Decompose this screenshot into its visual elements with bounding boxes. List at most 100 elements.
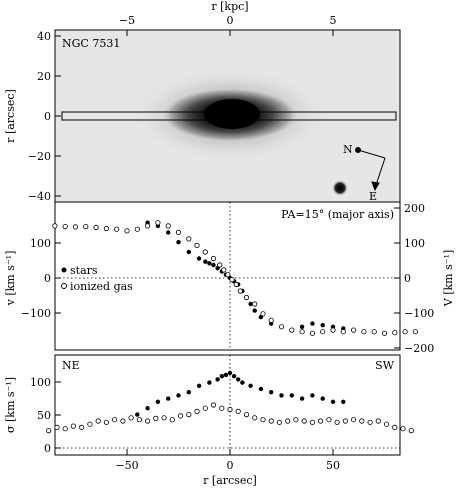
velocity-gas-point <box>52 223 58 229</box>
velocity-gas-point <box>194 242 200 248</box>
dispersion-ne-label: NE <box>62 359 80 372</box>
image-y-ticks <box>55 35 61 197</box>
dispersion-star-point <box>279 393 284 398</box>
dispersion-panel-frame <box>54 354 401 456</box>
image-panel-title: NGC 7531 <box>62 37 120 50</box>
velocity-gas-point <box>252 301 258 307</box>
dispersion-gas-point <box>309 419 315 425</box>
velocity-gas-point <box>175 229 182 235</box>
dispersion-star-point <box>166 396 171 401</box>
galaxy-core <box>204 99 260 129</box>
dispersion-y-axis-label: σ [km s⁻¹] <box>4 377 17 433</box>
dispersion-star-point <box>341 399 346 404</box>
velocity-gas-point <box>412 329 418 335</box>
velocity-annotation: PA=15° (major axis) <box>281 208 394 221</box>
image-y-tick-label: 0 <box>44 110 51 123</box>
velocity-gas-point <box>278 324 285 330</box>
velocity-gas-point <box>221 267 227 273</box>
dispersion-star-point <box>215 377 220 382</box>
dispersion-star-point <box>186 390 191 395</box>
dispersion-gas-point <box>367 419 373 425</box>
bottom-tick-label: 50 <box>326 459 340 472</box>
top-axis-ticks <box>126 30 334 36</box>
dispersion-gas-point <box>145 418 151 424</box>
dispersion-gas-point <box>359 418 365 424</box>
dispersion-star-point <box>207 380 212 385</box>
dispersion-gas-point <box>243 411 250 418</box>
velocity-gas-point <box>114 226 120 232</box>
velocity-panel-frame <box>54 201 401 351</box>
top-tick-label: −5 <box>119 14 135 27</box>
velocity-gas-point <box>268 317 274 323</box>
dispersion-gas-point <box>46 427 52 434</box>
dispersion-gas-point <box>334 419 340 425</box>
dispersion-gas-point <box>54 424 60 430</box>
dispersion-star-point <box>227 370 233 376</box>
velocity-gas-point <box>229 276 235 283</box>
velocity-gas-point <box>202 249 208 255</box>
dispersion-gas-point <box>161 415 167 421</box>
velocity-left-tick-label: 100 <box>30 237 51 250</box>
velocity-gas-point <box>243 294 250 301</box>
bottom-axis-ticks <box>126 449 334 455</box>
velocity-left-tick-label: −100 <box>21 307 51 320</box>
dispersion-star-point <box>248 383 253 388</box>
legend-stars-label: stars <box>70 264 98 277</box>
dispersion-gas-point <box>153 415 159 421</box>
dispersion-star-point <box>320 396 325 401</box>
compass <box>355 147 386 192</box>
dispersion-gas-point <box>235 408 241 414</box>
dispersion-gas-point <box>219 405 225 411</box>
velocity-gas-point <box>217 262 223 268</box>
velocity-right-ticks <box>394 207 400 349</box>
dispersion-gas-point <box>392 424 398 430</box>
dispersion-data-points <box>46 370 414 434</box>
dispersion-y-ticks <box>55 381 61 449</box>
velocity-right-tick-label: 0 <box>404 272 411 285</box>
dispersion-star-point <box>236 377 241 382</box>
dispersion-gas-point <box>268 418 274 424</box>
velocity-gas-point <box>371 329 377 335</box>
velocity-left-ticks <box>55 242 61 314</box>
dispersion-gas-point <box>301 418 307 424</box>
dispersion-gas-point <box>383 421 390 427</box>
dispersion-star-point <box>258 386 264 392</box>
dispersion-gas-point <box>285 418 291 424</box>
velocity-star-point <box>176 240 181 245</box>
velocity-gas-point <box>155 220 161 226</box>
dispersion-star-point <box>196 383 202 388</box>
velocity-star-point <box>207 261 212 266</box>
dispersion-gas-point <box>375 418 381 424</box>
image-y-tick-label: −20 <box>28 150 51 163</box>
velocity-gas-point <box>402 329 408 335</box>
compass-east-label: E <box>369 190 377 203</box>
velocity-gas-point <box>260 311 266 317</box>
velocity-right-tick-label: −100 <box>404 307 434 320</box>
dispersion-star-point <box>330 399 336 404</box>
top-tick-label: 5 <box>330 14 337 27</box>
velocity-gas-point <box>145 223 151 229</box>
dispersion-gas-point <box>70 423 77 429</box>
dispersion-gas-point <box>128 415 134 421</box>
image-y-tick-label: 40 <box>37 30 51 43</box>
velocity-left-axis-label: v [km s⁻¹] <box>4 251 17 307</box>
velocity-star-point <box>310 321 315 326</box>
dispersion-gas-point <box>194 408 200 414</box>
velocity-data-points <box>52 220 418 336</box>
velocity-left-tick-label: 0 <box>44 272 51 285</box>
dispersion-star-point <box>289 393 294 398</box>
velocity-gas-point <box>350 327 357 333</box>
dispersion-gas-point <box>95 418 101 424</box>
dispersion-gas-point <box>169 417 175 423</box>
compass-north-label: N <box>343 143 353 156</box>
dispersion-gas-point <box>326 417 332 423</box>
dispersion-star-point <box>135 412 140 417</box>
dispersion-gas-point <box>79 424 85 430</box>
field-star <box>332 180 348 196</box>
velocity-gas-point <box>83 224 89 230</box>
dispersion-y-tick-label: 0 <box>44 442 51 455</box>
dispersion-gas-point <box>120 418 126 424</box>
dispersion-gas-point <box>293 417 299 423</box>
dispersion-gas-point <box>62 426 68 432</box>
